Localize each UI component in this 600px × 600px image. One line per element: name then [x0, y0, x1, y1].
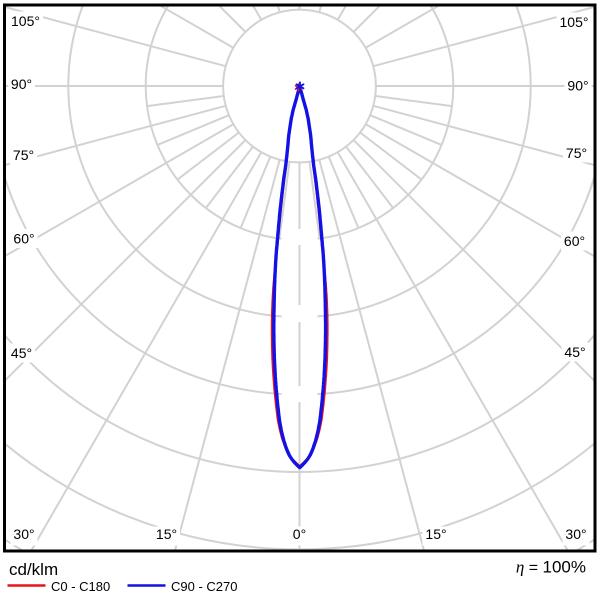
- svg-text:75°: 75°: [566, 145, 587, 161]
- svg-text:15°: 15°: [425, 526, 446, 542]
- svg-text:C90 - C270: C90 - C270: [171, 579, 237, 594]
- svg-text:η = 100%: η = 100%: [516, 558, 586, 577]
- svg-text:15°: 15°: [156, 526, 177, 542]
- svg-text:30°: 30°: [13, 526, 34, 542]
- svg-text:75°: 75°: [13, 147, 34, 163]
- svg-text:90°: 90°: [11, 76, 32, 92]
- svg-text:60°: 60°: [13, 231, 34, 247]
- svg-text:105°: 105°: [560, 14, 589, 30]
- svg-text:45°: 45°: [11, 345, 32, 361]
- svg-text:cd/klm: cd/klm: [9, 560, 58, 579]
- svg-text:30°: 30°: [565, 526, 586, 542]
- svg-text:60°: 60°: [564, 233, 585, 249]
- svg-text:90°: 90°: [567, 78, 588, 94]
- svg-text:105°: 105°: [11, 13, 40, 29]
- svg-text:C0 - C180: C0 - C180: [51, 579, 110, 594]
- svg-text:0°: 0°: [293, 526, 306, 542]
- svg-text:45°: 45°: [564, 344, 585, 360]
